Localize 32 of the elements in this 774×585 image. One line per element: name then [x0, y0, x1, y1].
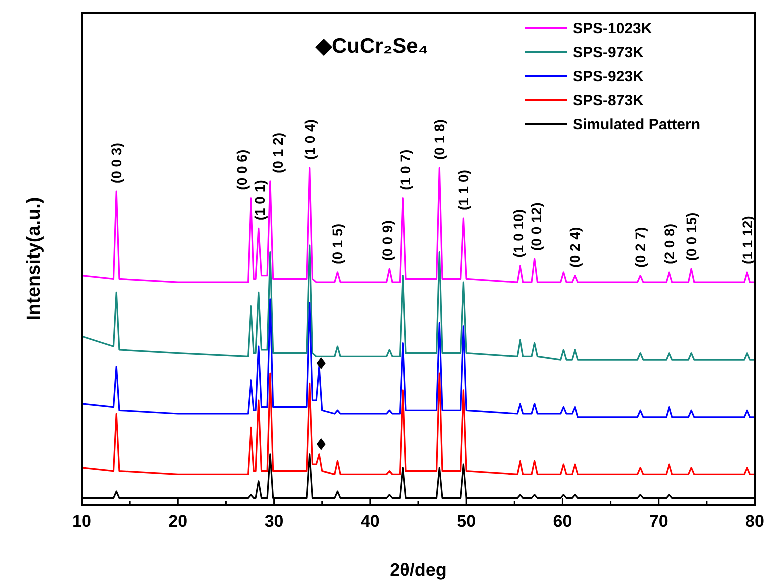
- legend-label: SPS-973K: [573, 44, 644, 62]
- x-tick-label: 60: [553, 512, 572, 531]
- x-axis-title: 2θ/deg: [390, 560, 447, 580]
- annotation: (1 1 0): [456, 170, 472, 211]
- annotation: (0 0 3): [108, 143, 125, 184]
- annotation: (0 1 8): [432, 120, 448, 160]
- x-tick-label: 80: [746, 512, 764, 531]
- annotation: (0 2 7): [632, 227, 649, 268]
- y-axis-title: Intensity(a.u.): [24, 197, 45, 321]
- annotation: (0 1 2): [270, 133, 286, 174]
- legend-label: Simulated Pattern: [573, 116, 701, 134]
- legend-label: SPS-873K: [573, 92, 644, 110]
- legend-label: SPS-1023K: [573, 20, 652, 38]
- annotation: (0 0 9): [379, 220, 396, 262]
- annotation: (1 0 1): [252, 180, 268, 221]
- annotation: (0 0 6): [234, 150, 250, 190]
- x-tick-label: 20: [168, 512, 188, 531]
- annotation: (0 0 12): [528, 202, 545, 251]
- annotation: (0 1 5): [330, 224, 346, 264]
- x-tick-label: 30: [264, 512, 284, 531]
- annotation: (1 0 4): [302, 120, 318, 160]
- legend-label: SPS-923K: [573, 68, 644, 86]
- x-tick-label: 10: [72, 512, 92, 531]
- annotation: (0 2 4): [567, 227, 584, 268]
- annotation: (2 0 8): [661, 224, 678, 264]
- annotation: (1 0 7): [397, 150, 414, 190]
- text: ◆CuCr₂Se₄: [315, 35, 428, 58]
- x-tick-label: 40: [360, 512, 380, 531]
- annotation: (1 0 10): [510, 209, 527, 258]
- x-tick-label: 70: [649, 512, 668, 531]
- x-tick-label: 50: [457, 512, 476, 531]
- annotation: (0 0 15): [684, 212, 700, 262]
